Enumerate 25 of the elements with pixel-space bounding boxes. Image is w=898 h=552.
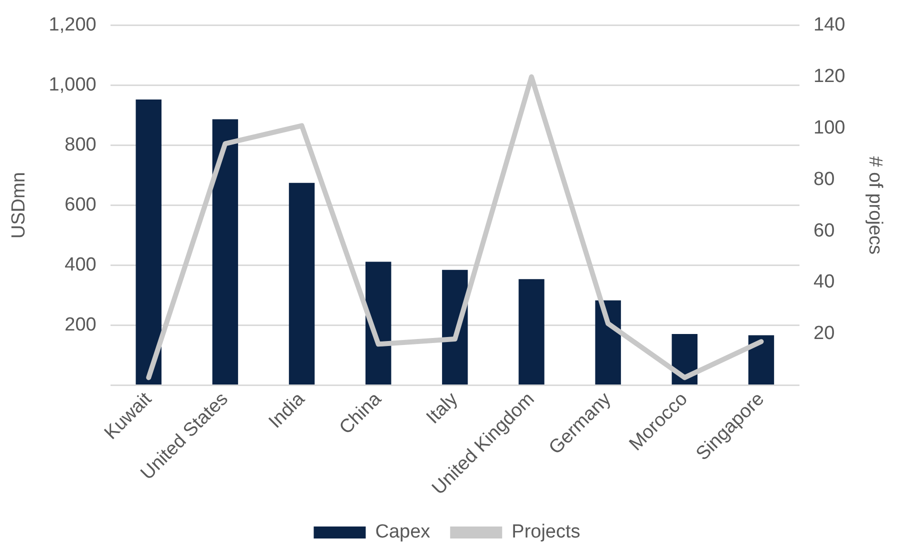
legend-label: Capex: [375, 522, 431, 543]
bar: [748, 335, 774, 385]
y-axis-title: USDmn: [8, 172, 30, 239]
y-tick-label: 1,200: [48, 14, 96, 36]
bar: [518, 279, 544, 385]
y2-tick-label: 120: [814, 66, 846, 88]
y2-tick-label: 100: [814, 117, 846, 138]
x-tick-label: Italy: [422, 388, 463, 428]
bar: [288, 182, 315, 385]
bar: [595, 300, 621, 385]
bar: [365, 262, 392, 385]
y2-tick-label: 140: [814, 14, 846, 36]
y-tick-label: 800: [64, 134, 96, 156]
y2-tick-label: 80: [814, 168, 835, 190]
y2-tick-label: 40: [814, 272, 835, 293]
bar: [136, 99, 162, 385]
bar: [212, 119, 238, 385]
y-tick-label: 400: [64, 254, 96, 276]
y-tick-label: 200: [64, 314, 96, 336]
legend-label: Projects: [512, 522, 580, 543]
y-tick-label: 600: [64, 194, 96, 216]
y-tick-label: 1,000: [48, 74, 96, 96]
y2-axis-title: # of projecs: [864, 156, 886, 254]
y2-tick-label: 60: [814, 220, 835, 242]
y2-tick-label: 20: [814, 323, 835, 344]
